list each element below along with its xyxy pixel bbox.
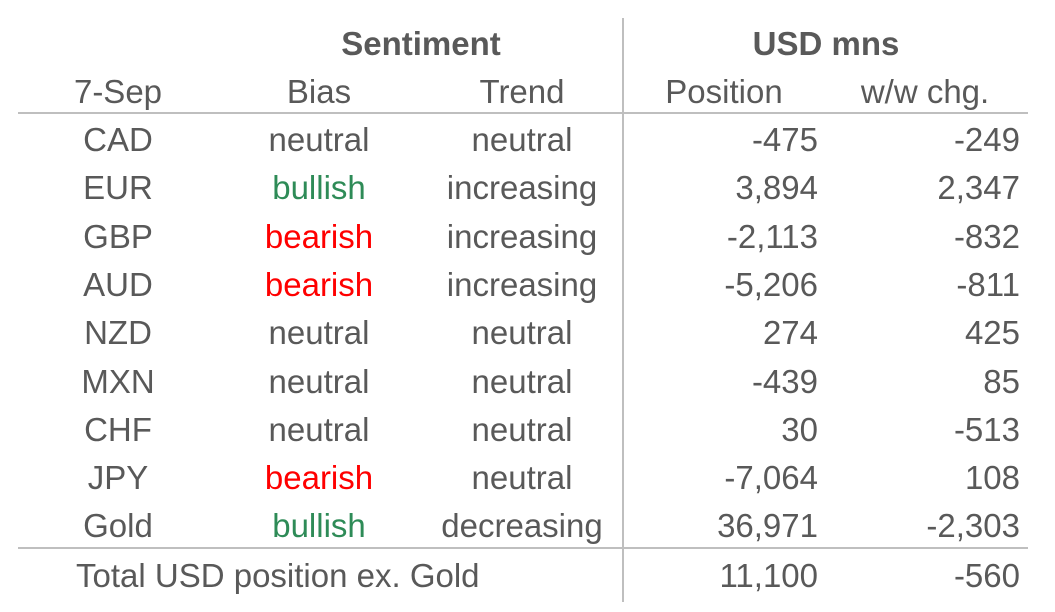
total-position: 11,100: [719, 557, 818, 594]
trend-cell: increasing: [446, 169, 598, 207]
bias-cell: bearish: [264, 217, 374, 255]
total-label: Total USD position ex. Gold: [76, 557, 480, 594]
bias-cell: bearish: [264, 265, 374, 303]
column-header-position: Position: [665, 73, 783, 110]
position-cell: -5,206: [724, 265, 818, 303]
column-divider: [622, 18, 624, 602]
position-cell: -475: [751, 121, 818, 158]
wow-change-cell: -513: [953, 410, 1020, 448]
position-cell: 36,971: [717, 507, 818, 545]
currency-cell: CAD: [83, 121, 153, 158]
wow-change-cell: 108: [964, 459, 1020, 497]
trend-cell: decreasing: [441, 507, 603, 545]
trend-cell: neutral: [471, 121, 573, 158]
wow-change-cell: 2,347: [937, 169, 1020, 207]
total-wow-change: -560: [953, 557, 1020, 594]
currency-cell: CHF: [84, 410, 152, 448]
position-cell: 274: [762, 314, 818, 352]
bias-cell: bearish: [264, 459, 374, 497]
trend-cell: neutral: [471, 314, 573, 352]
trend-cell: neutral: [471, 362, 573, 400]
trend-cell: increasing: [446, 217, 598, 255]
wow-change-cell: 425: [964, 314, 1020, 352]
wow-change-cell: 85: [983, 362, 1020, 400]
column-header-trend: Trend: [479, 73, 565, 110]
column-header-date: 7-Sep: [73, 73, 163, 110]
currency-cell: Gold: [83, 507, 153, 545]
currency-cell: AUD: [83, 265, 153, 303]
currency-cell: JPY: [87, 459, 149, 497]
trend-cell: neutral: [471, 459, 573, 497]
trend-cell: neutral: [471, 410, 573, 448]
bias-cell: neutral: [268, 314, 370, 352]
bias-cell: bullish: [272, 169, 366, 207]
currency-cell: GBP: [83, 217, 153, 255]
bias-cell: bullish: [272, 507, 366, 545]
wow-change-cell: -2,303: [926, 507, 1020, 545]
column-header-wow-change: w/w chg.: [860, 73, 990, 110]
position-cell: -439: [751, 362, 818, 400]
wow-change-cell: -249: [953, 121, 1020, 158]
currency-cell: EUR: [83, 169, 153, 207]
total-rule: [18, 547, 1028, 549]
bias-cell: neutral: [268, 362, 370, 400]
wow-change-cell: -811: [956, 265, 1020, 303]
position-cell: 3,894: [735, 169, 818, 207]
currency-cell: NZD: [84, 314, 152, 352]
currency-cell: MXN: [81, 362, 155, 400]
column-header-bias: Bias: [286, 73, 352, 110]
position-cell: -2,113: [726, 217, 818, 255]
bias-cell: neutral: [268, 410, 370, 448]
position-cell: 30: [781, 410, 818, 448]
trend-cell: increasing: [446, 265, 598, 303]
header-rule: [18, 112, 1028, 114]
wow-change-cell: -832: [953, 217, 1020, 255]
group-header-usd: USD mns: [752, 25, 900, 62]
position-cell: -7,064: [724, 459, 818, 497]
group-header-sentiment: Sentiment: [341, 25, 501, 62]
bias-cell: neutral: [268, 121, 370, 158]
